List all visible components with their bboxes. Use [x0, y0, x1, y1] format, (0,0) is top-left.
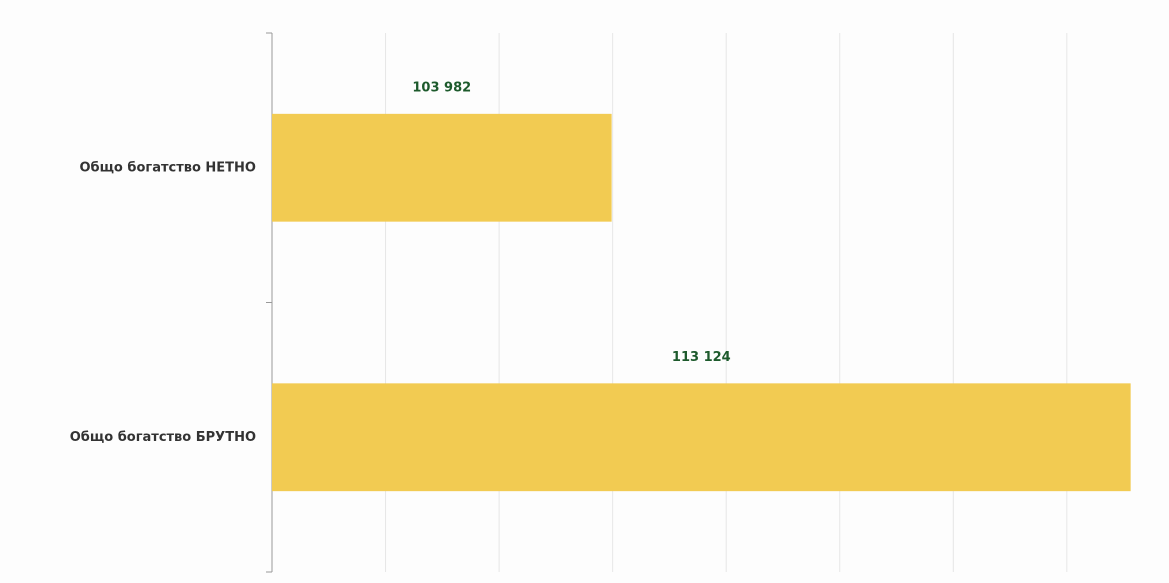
bar	[272, 113, 612, 222]
bar	[272, 383, 1131, 492]
category-label: Общо богатство НЕТНО	[79, 160, 256, 175]
value-label: 103 982	[412, 80, 471, 95]
value-label: 113 124	[672, 350, 731, 365]
category-label: Общо богатство БРУТНО	[70, 430, 256, 445]
